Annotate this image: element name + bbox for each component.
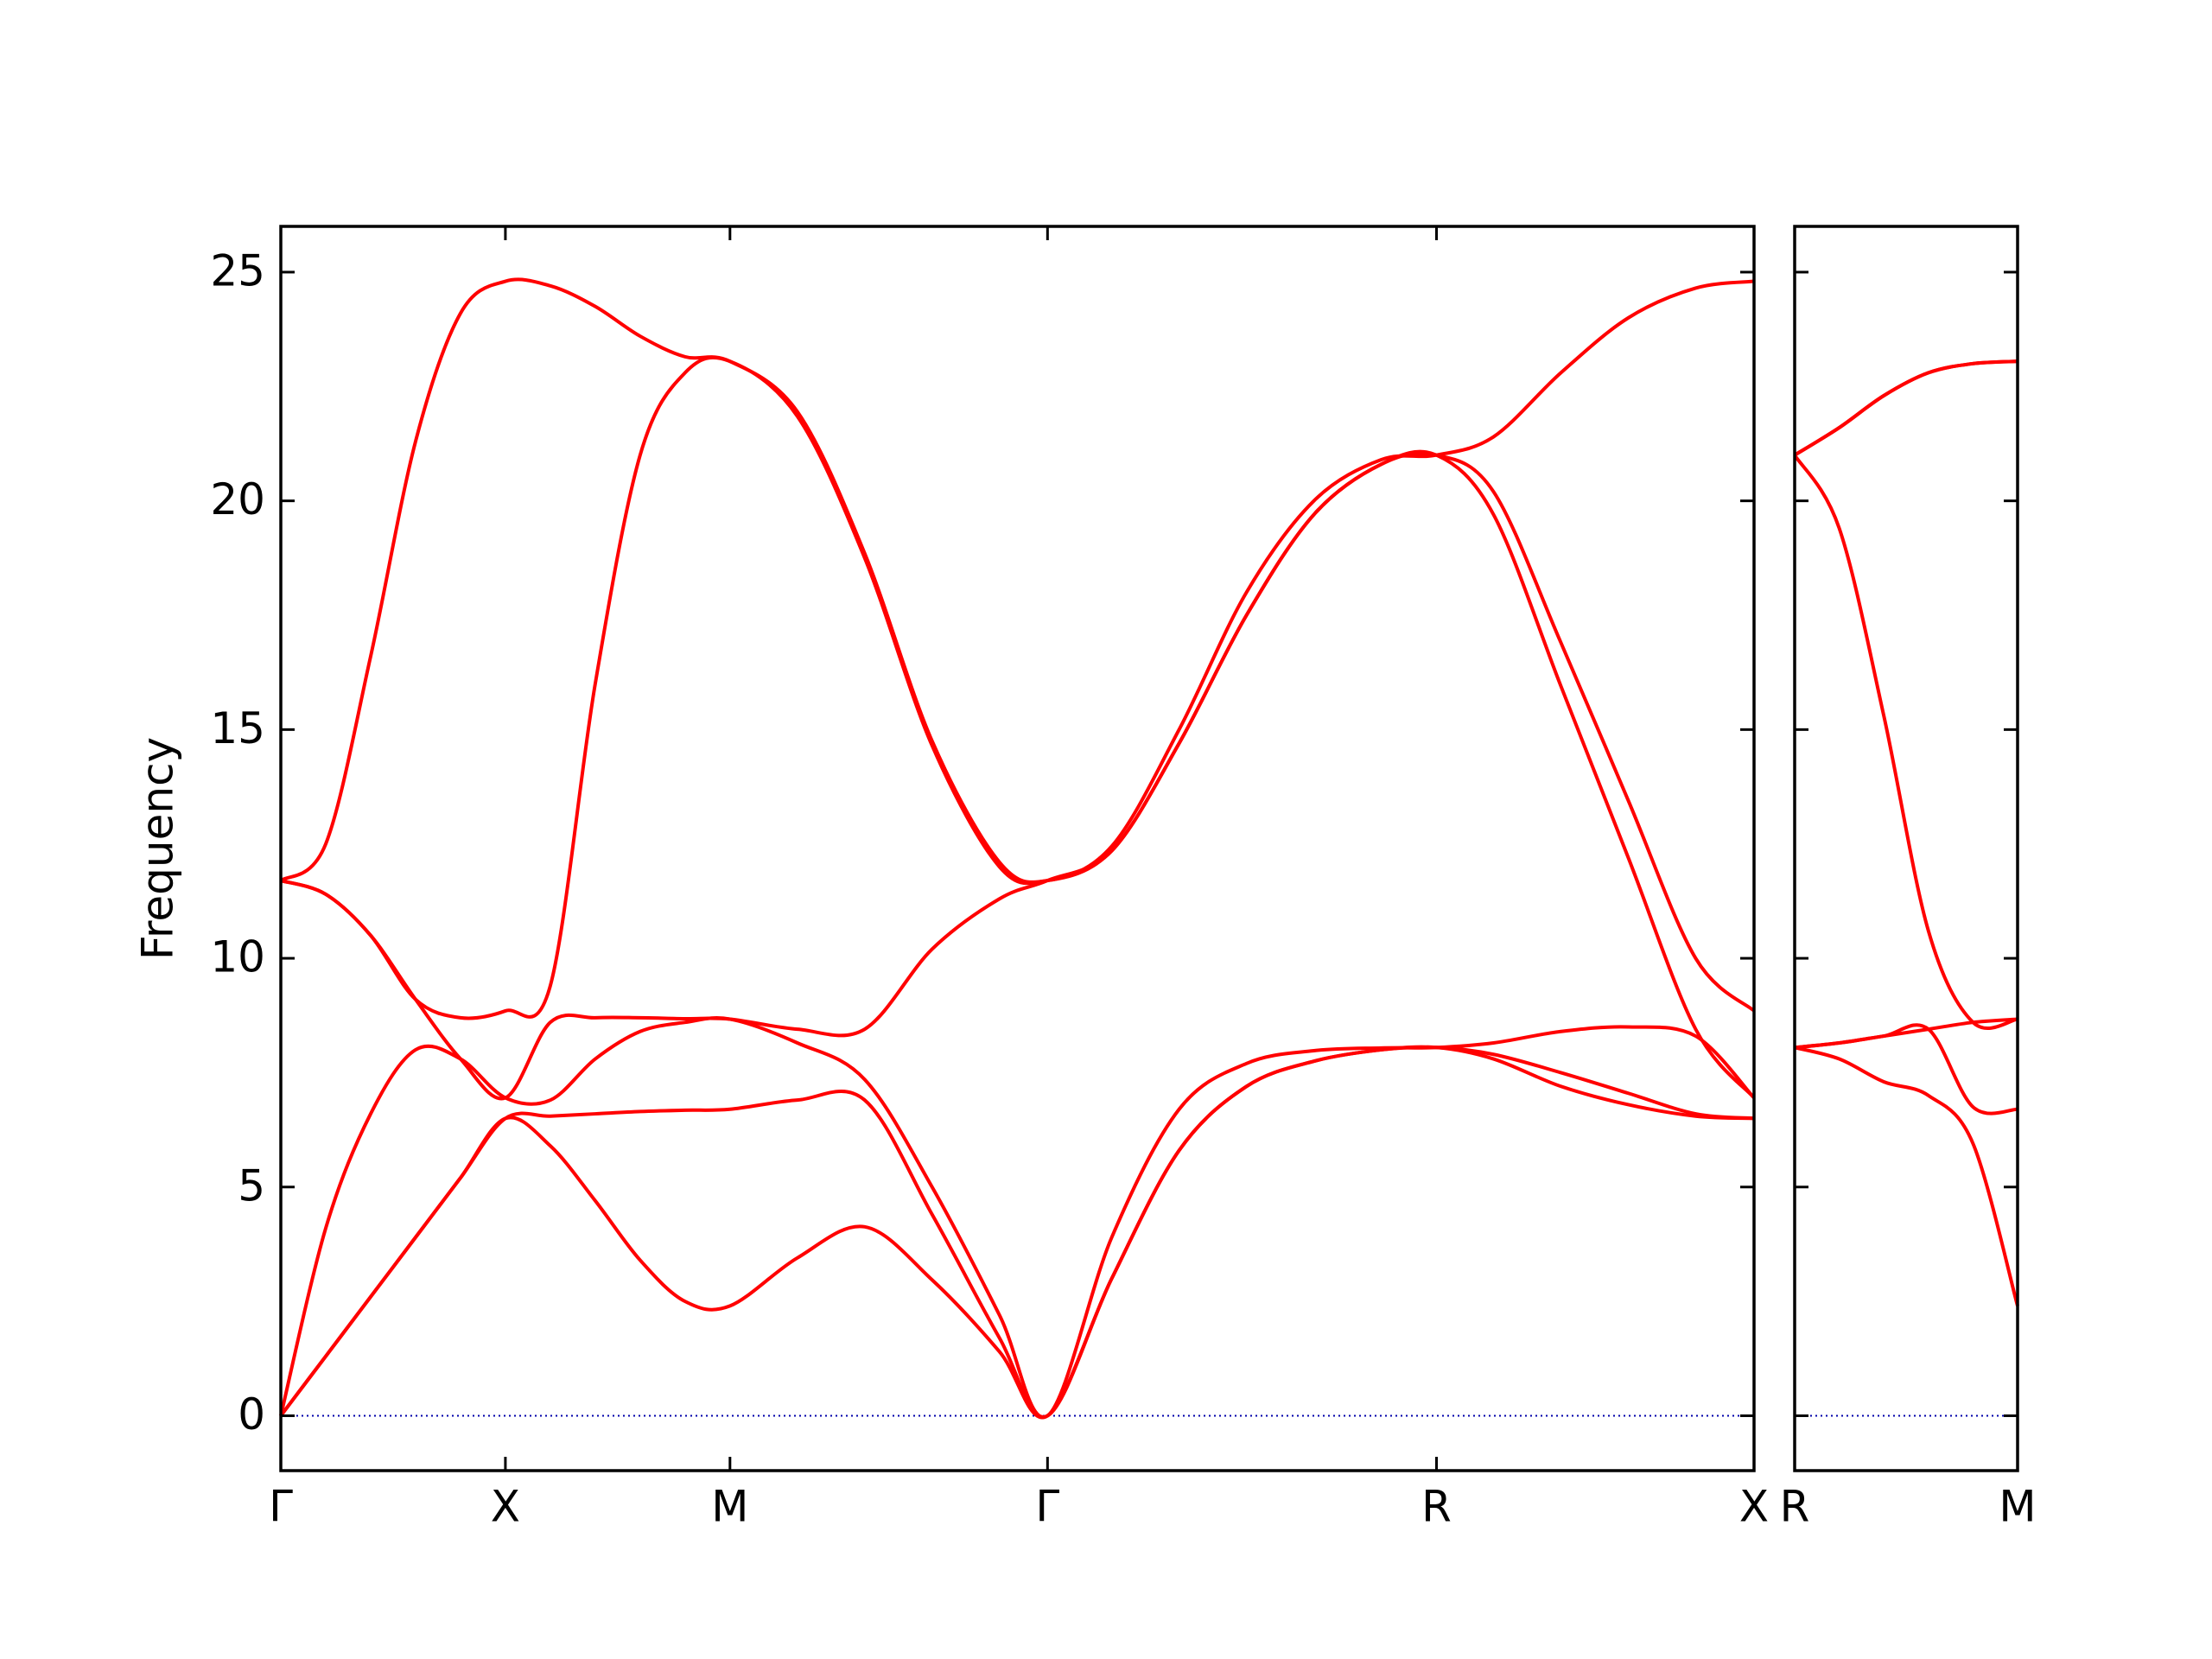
band-line <box>279 277 1755 884</box>
band-line <box>1794 1017 2018 1050</box>
band-line <box>280 355 1756 1020</box>
x-tick-label: Γ <box>269 1482 293 1532</box>
y-tick-label: 0 <box>238 1389 265 1440</box>
x-tick-label: X <box>1739 1482 1769 1532</box>
band-line <box>1793 359 2018 457</box>
plot-frame <box>279 225 1756 1472</box>
x-tick-label: R <box>1421 1482 1452 1532</box>
y-tick-label: 20 <box>210 474 265 524</box>
y-tick-label: 5 <box>238 1160 265 1211</box>
plot-frame <box>1793 225 2019 1472</box>
x-tick-label: M <box>711 1482 748 1532</box>
x-tick-label: R <box>1780 1482 1810 1532</box>
x-tick-label: Γ <box>1035 1482 1059 1532</box>
band-line <box>279 1045 1755 1419</box>
band-line <box>1793 454 2018 1030</box>
y-tick-label: 10 <box>210 932 265 982</box>
band-line <box>1794 1046 2019 1306</box>
y-axis-label: Frequency <box>133 737 183 960</box>
y-tick-label: 15 <box>210 703 265 753</box>
band-line <box>280 449 1756 1101</box>
x-tick-label: X <box>491 1482 520 1532</box>
y-tick-label: 25 <box>210 245 265 296</box>
x-tick-label: M <box>1999 1482 2036 1532</box>
